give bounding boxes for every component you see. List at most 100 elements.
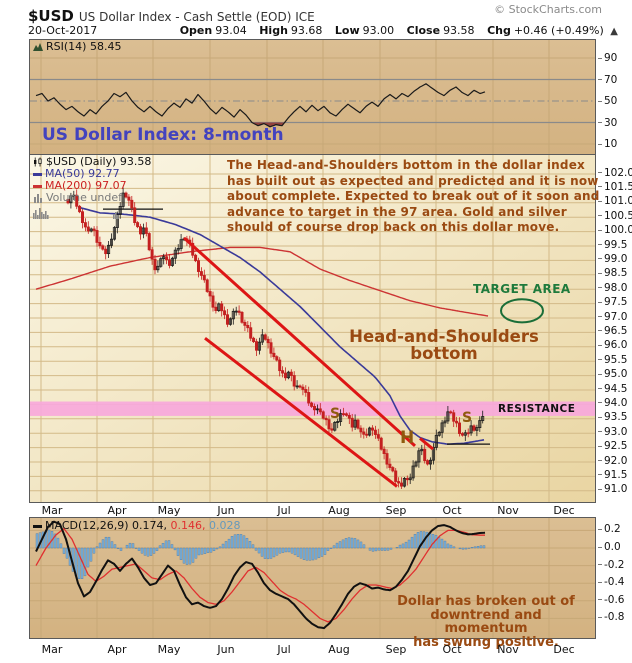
axis-label: 97.5 (598, 296, 627, 308)
legend-volume-label: Volume undef (46, 191, 122, 204)
macd-legend-hist: 0.028 (205, 519, 241, 532)
month-label: Nov (497, 504, 519, 517)
axis-label: 95.0 (598, 368, 627, 380)
annotation-macd-note: Dollar has broken out of downtrend and m… (397, 594, 575, 650)
candlestick-icon (34, 157, 42, 167)
month-label: Apr (107, 643, 127, 656)
price-panel (29, 154, 596, 503)
legend-ma200-label: MA(200) 97.07 (45, 179, 127, 192)
axis-label: 91.5 (598, 469, 627, 481)
axis-label: 92.0 (598, 455, 627, 467)
month-label: Dec (553, 643, 575, 656)
month-label: Oct (442, 643, 462, 656)
month-label: Aug (328, 504, 350, 517)
axis-label: -0.6 (598, 594, 625, 606)
ma50-line-icon (33, 172, 42, 176)
axis-label: 101.0 (598, 195, 632, 207)
axis-label: 10 (598, 138, 617, 150)
axis-label: -0.2 (598, 559, 625, 571)
axis-label: 98.5 (598, 267, 627, 279)
axis-label: 91.0 (598, 483, 627, 495)
month-label: May (157, 504, 181, 517)
ma200-line-icon (33, 184, 42, 188)
legend-ma50-label: MA(50) 92.77 (45, 167, 120, 180)
annotation-head: H (400, 428, 415, 448)
legend-volume-row: Volume undef (33, 192, 151, 204)
legend-usd-label: $USD (Daily) 93.58 (46, 155, 152, 168)
month-label: Mar (41, 504, 63, 517)
annotation-hs-bottom: Head-and-Shoulders bottom (349, 327, 539, 363)
legend-ma50-row: MA(50) 92.77 (33, 168, 151, 180)
annotation-chart-title: US Dollar Index: 8-month (42, 125, 284, 145)
month-label: Mar (41, 643, 63, 656)
macd-legend-black: MACD(12,26,9) 0.174, (45, 519, 168, 532)
quote-row: 20-Oct-2017 Open 93.04 High 93.68 Low 93.00… (28, 24, 618, 39)
axis-label: 94.0 (598, 397, 627, 409)
axis-label: 92.5 (598, 440, 627, 452)
annotation-target-area: TARGET AREA (473, 282, 571, 296)
axis-label: 98.0 (598, 282, 627, 294)
axis-label: 99.5 (598, 239, 627, 251)
month-label: May (157, 643, 181, 656)
axis-label: 95.5 (598, 354, 627, 366)
chart-title-text: US Dollar Index - Cash Settle (EOD) ICE (78, 10, 315, 24)
volume-bars-icon (34, 194, 42, 203)
annotation-commentary: The Head-and-Shoulders bottom in the dol… (227, 158, 600, 235)
open-value: 93.04 (215, 24, 247, 37)
ohlc-values: Open 93.04 High 93.68 Low 93.00 Close 93.58 … (171, 24, 618, 37)
month-label: Apr (107, 504, 127, 517)
close-value: 93.58 (443, 24, 475, 37)
annotation-left-shoulder: S (330, 406, 341, 422)
axis-label: -0.4 (598, 576, 625, 588)
price-legend: $USD (Daily) 93.58 MA(50) 92.77 MA(200) … (33, 156, 151, 204)
axis-label: 70 (598, 74, 617, 86)
month-label: Sep (385, 504, 407, 517)
legend-usd-row: $USD (Daily) 93.58 (33, 156, 151, 168)
axis-label: 50 (598, 95, 617, 107)
chg-value: +0.46 (+0.49%) (513, 24, 604, 37)
axis-label: 90 (598, 52, 617, 64)
axis-label: 93.0 (598, 426, 627, 438)
annotation-right-shoulder: S (462, 410, 473, 426)
month-label: Sep (385, 643, 407, 656)
month-label: Oct (442, 504, 462, 517)
axis-label: 0.2 (598, 523, 621, 535)
axis-label: 30 (598, 117, 617, 129)
month-label: Aug (328, 643, 350, 656)
open-label: Open (179, 24, 213, 37)
macd-legend-signal: 0.146, (167, 519, 206, 532)
quote-date: 20-Oct-2017 (28, 24, 98, 37)
area-chart-icon (33, 43, 43, 51)
macd-line-icon (33, 524, 42, 528)
macd-legend: MACD(12,26,9) 0.174, 0.146, 0.028 (33, 520, 241, 532)
legend-ma200-row: MA(200) 97.07 (33, 180, 151, 192)
axis-label: 100.5 (598, 210, 632, 222)
chart-header: $USD US Dollar Index - Cash Settle (EOD) … (28, 6, 624, 25)
month-label: Nov (497, 643, 519, 656)
month-label: Dec (553, 504, 575, 517)
chg-label: Chg (487, 24, 511, 37)
rsi-panel (29, 39, 596, 155)
axis-label: 101.5 (598, 181, 632, 193)
month-label: Jul (277, 504, 291, 517)
axis-label: 94.5 (598, 383, 627, 395)
high-value: 93.68 (290, 24, 323, 37)
axis-label: 102.0 (598, 167, 632, 179)
macd-chart-svg (30, 518, 595, 638)
rsi-chart-svg (30, 40, 595, 154)
low-value: 93.00 (362, 24, 395, 37)
axis-label: 93.5 (598, 411, 627, 423)
low-label: Low (334, 24, 360, 37)
axis-label: 96.5 (598, 325, 627, 337)
axis-label: 99.0 (598, 253, 627, 265)
copyright-text: © StockCharts.com (494, 3, 602, 16)
month-label: Jul (277, 643, 291, 656)
high-label: High (259, 24, 288, 37)
axis-label: 97.0 (598, 311, 627, 323)
rsi-legend-label: RSI(14) 58.45 (46, 40, 122, 53)
axis-label: -0.8 (598, 611, 625, 623)
axis-label: 96.0 (598, 339, 627, 351)
axis-label: 100.0 (598, 224, 632, 236)
month-label: Jun (217, 643, 235, 656)
price-chart-svg (30, 155, 595, 502)
